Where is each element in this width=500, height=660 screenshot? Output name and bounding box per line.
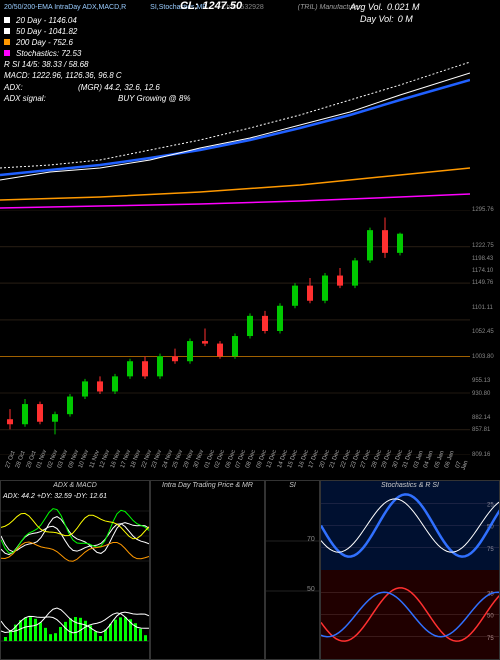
si-panel: SI 70 50 (265, 480, 320, 660)
indicator-row: 50 Day - 1041.82 (4, 26, 496, 37)
indicator-text: MACD: 1222.96, 1126.36, 96.8 C (4, 70, 122, 81)
color-swatch (4, 39, 10, 45)
y-tick-label: 882.14 (472, 415, 490, 421)
dayvol-label: Day Vol: (360, 14, 394, 25)
adx-value: (MGR) 44.2, 32.6, 12.6 (78, 82, 160, 93)
x-tick-label: 07 Jan (455, 452, 472, 471)
panel-title: Intra Day Trading Price & MR (151, 482, 264, 489)
indicator-list: 20 Day - 1146.0450 Day - 1041.82200 Day … (4, 15, 496, 81)
adx-macd-panel: ADX & MACD ADX: 44.2 +DY: 32.59 -DY: 12.… (0, 480, 150, 660)
adx-signal-label: ADX signal: (4, 93, 74, 104)
svg-text:75: 75 (487, 547, 494, 553)
color-swatch (4, 50, 10, 56)
intraday-panel: Intra Day Trading Price & MR (150, 480, 265, 660)
color-swatch (4, 28, 10, 34)
svg-text:70: 70 (307, 536, 315, 543)
y-tick-label: 955.13 (472, 378, 490, 384)
topline-left: 20/50/200-EMA IntraDay ADX,MACD,R (4, 2, 126, 13)
y-tick-label: 1295.76 (472, 207, 494, 213)
svg-text:50: 50 (307, 586, 315, 593)
indicator-text: 20 Day - 1146.04 (16, 15, 77, 26)
indicator-row: 20 Day - 1146.04 (4, 15, 496, 26)
indicator-text: R SI 14/5: 38.33 / 58.68 (4, 59, 89, 70)
indicator-text: Stochastics: 72.53 (16, 48, 81, 59)
indicator-text: 50 Day - 1041.82 (16, 26, 77, 37)
header: 20/50/200-EMA IntraDay ADX,MACD,R SI,Sto… (0, 0, 500, 106)
indicator-row: 200 Day - 752.6 (4, 37, 496, 48)
indicator-row: R SI 14/5: 38.33 / 58.68 (4, 59, 496, 70)
candle-chart (0, 210, 500, 455)
avgvol-label: Avg Vol. (350, 2, 383, 13)
close-label: CL: (180, 1, 198, 12)
y-tick-label: 1052.45 (472, 329, 494, 335)
dayvol-value: 0 M (398, 14, 413, 25)
y-tick-label: 1149.76 (472, 280, 493, 286)
y-tick-label: 1003.80 (472, 354, 494, 360)
bottom-panels: ADX & MACD ADX: 44.2 +DY: 32.59 -DY: 12.… (0, 480, 500, 660)
y-tick-label: 930.80 (472, 391, 490, 397)
avgvol-value: 0.021 M (387, 2, 420, 13)
y-tick-label: 1174.10 (472, 268, 493, 274)
panel-title: SI (266, 482, 319, 489)
y-tick-label: 1198.43 (472, 256, 493, 262)
svg-text:75: 75 (487, 636, 494, 642)
panel-title: Stochastics & R SI (321, 482, 499, 489)
svg-text:50: 50 (487, 614, 494, 620)
y-tick-label: 809.16 (472, 452, 490, 458)
adx-signal-value: BUY Growing @ 8% (118, 93, 190, 104)
stochastics-panel: Stochastics & R SI 255075255075 (320, 480, 500, 660)
y-tick-label: 1101.11 (472, 305, 493, 311)
adx-readout: ADX: 44.2 +DY: 32.59 -DY: 12.61 (3, 493, 107, 500)
y-tick-label: 1222.75 (472, 243, 494, 249)
y-tick-label: 857.81 (472, 427, 490, 433)
indicator-row: Stochastics: 72.53 (4, 48, 496, 59)
indicator-row: MACD: 1222.96, 1126.36, 96.8 C (4, 70, 496, 81)
x-axis: 27 Oct28 Oct29 Oct01 Nov02 Nov03 Nov09 N… (0, 455, 470, 480)
y-axis: 1295.76 1222.75 1198.43 1174.10 1149.76 1101.… (470, 210, 500, 455)
color-swatch (4, 17, 10, 23)
indicator-text: 200 Day - 752.6 (16, 37, 73, 48)
panel-title: ADX & MACD (1, 482, 149, 489)
adx-label: ADX: (4, 82, 74, 93)
close-value: 1247.50 (202, 1, 242, 12)
